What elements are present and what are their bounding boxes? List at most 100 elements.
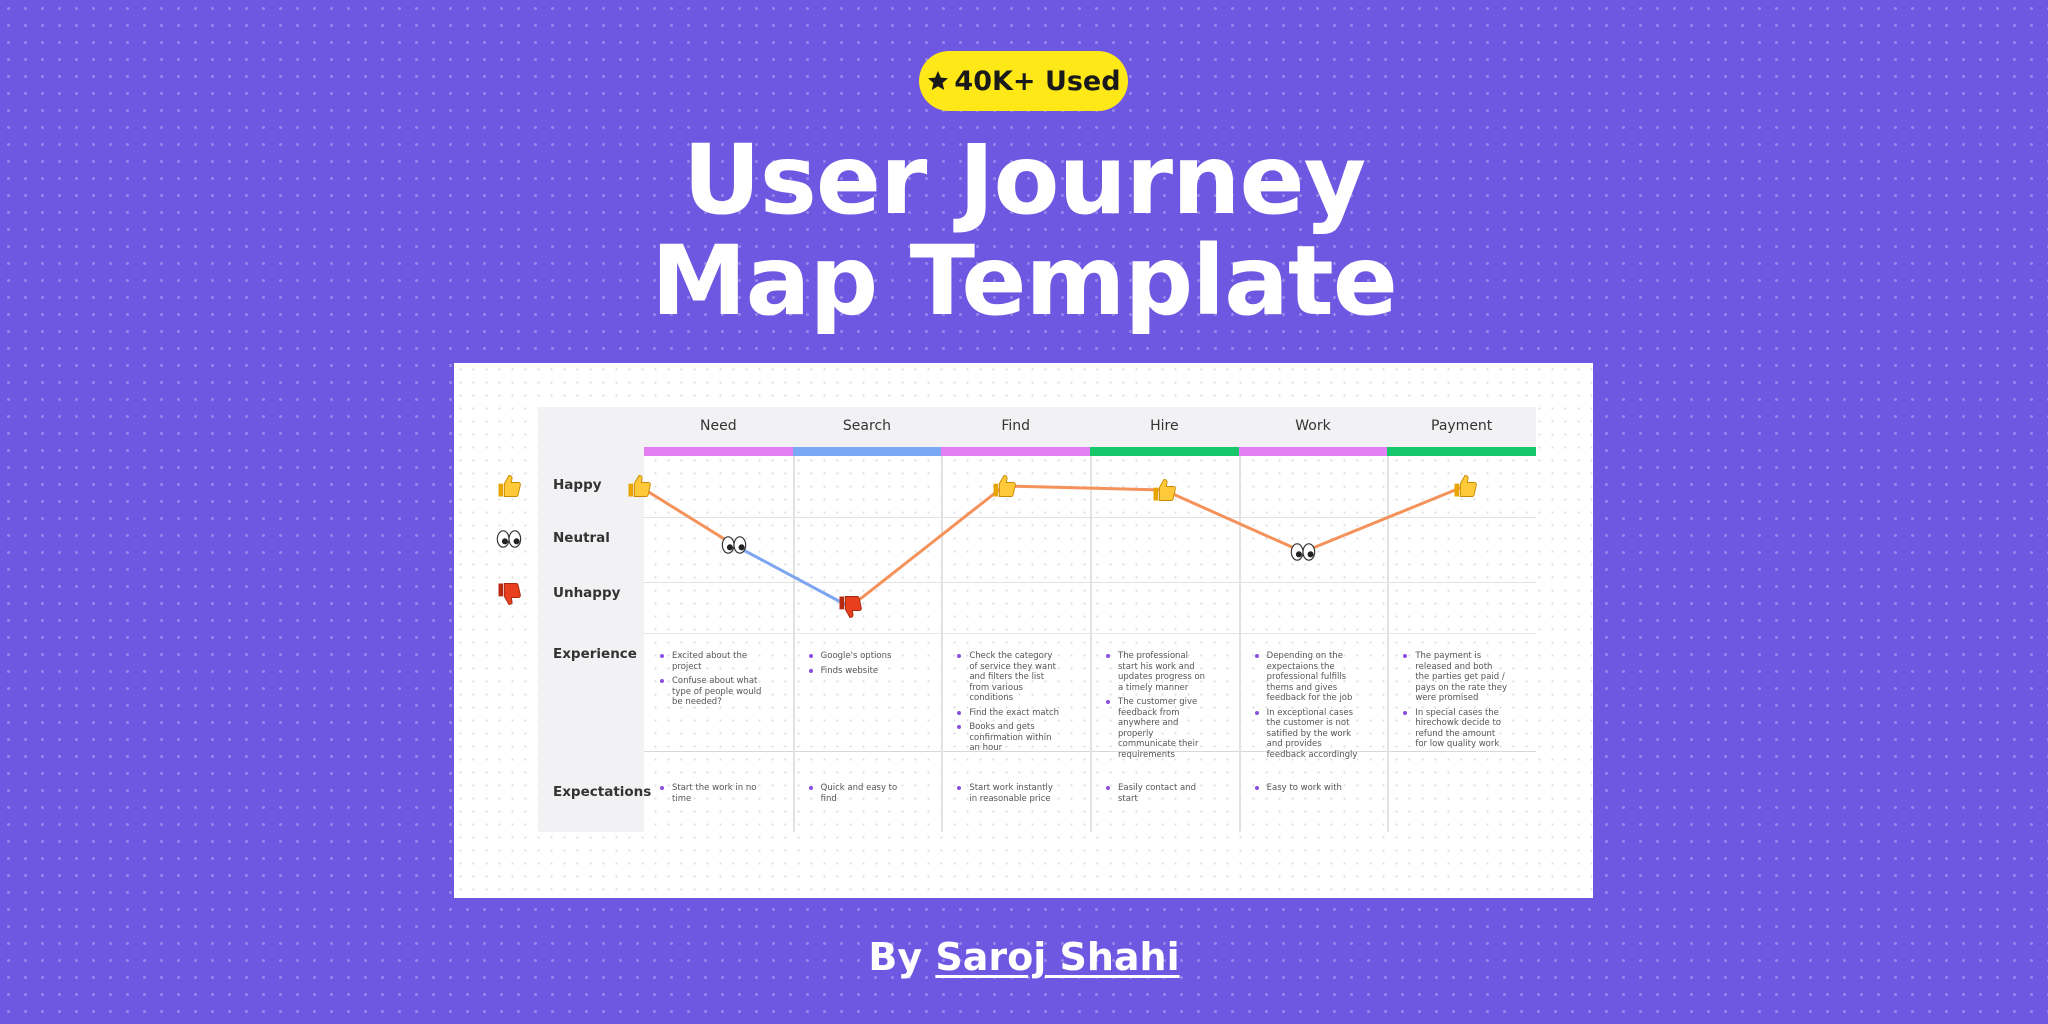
- bullet-text: Start work instantly in reasonable price: [969, 783, 1053, 804]
- bullet-item: In special cases the hirechowk decide to…: [1403, 708, 1507, 750]
- expectations-cell: Start the work in no time: [660, 783, 764, 808]
- bullet-item: Easy to work with: [1254, 783, 1359, 794]
- bullet-item: The customer give feedback from anywhere…: [1106, 697, 1210, 760]
- stage-bar: [1238, 447, 1388, 456]
- bullet-item: Finds website: [808, 665, 913, 677]
- stage-bar: [792, 447, 942, 456]
- bullet-dot: [660, 679, 664, 683]
- bullet-text: Books and gets confirmation within an ho…: [969, 722, 1052, 753]
- experience-cell: The professional start his work and upda…: [1106, 651, 1210, 764]
- bullet-text: In exceptional cases the customer is not…: [1266, 707, 1358, 760]
- bullet-dot: [957, 725, 962, 729]
- stage-name: Need: [700, 418, 737, 434]
- bullet-item: Check the category of service they want …: [957, 651, 1061, 704]
- bullet-item: Start the work in no time: [660, 783, 764, 804]
- stage-name: Hire: [1150, 418, 1179, 434]
- journey-point: [993, 475, 1016, 497]
- mood-label: Happy: [553, 477, 602, 493]
- bullet-text: Easy to work with: [1266, 783, 1342, 793]
- mood-label: Unhappy: [553, 585, 621, 601]
- experience-cell: Check the category of service they want …: [957, 651, 1061, 758]
- column-divider: [792, 456, 795, 832]
- stage-bar: [644, 447, 793, 456]
- journey-line: [848, 484, 1006, 609]
- expectations-cell: Easily contact and start: [1106, 783, 1210, 808]
- bullet-item: Depending on the expectaions the profess…: [1254, 651, 1359, 704]
- bullet-dot: [1106, 786, 1110, 790]
- bullet-text: Excited about the project: [672, 651, 748, 672]
- bullet-dot: [660, 654, 664, 658]
- star-icon: [928, 71, 949, 90]
- neutral-icon: [496, 530, 522, 548]
- bullet-dot: [1403, 654, 1408, 658]
- bullet-dot: [1106, 700, 1110, 704]
- experience-cell: The payment is released and both the par…: [1403, 651, 1507, 754]
- bullet-dot: [1254, 654, 1259, 658]
- journey-point: [1290, 543, 1316, 561]
- journey-point: [628, 475, 651, 497]
- byline-prefix: By: [868, 935, 923, 979]
- bullet-text: Find the exact match: [969, 707, 1060, 718]
- label-column: [538, 407, 644, 832]
- bullet-text: Confuse about what type of people would …: [672, 676, 762, 707]
- journey-point: [721, 536, 747, 554]
- bullet-dot: [1403, 710, 1408, 715]
- stage-name: Find: [1001, 418, 1030, 434]
- stage-name: Payment: [1431, 418, 1493, 434]
- bullet-text: Easily contact and start: [1118, 783, 1196, 804]
- journey-line: [1162, 488, 1305, 554]
- stage-bar: [941, 447, 1090, 456]
- expectations-cell: Start work instantly in reasonable price: [957, 783, 1061, 808]
- badge-text: 40K+ Used: [954, 65, 1121, 97]
- stage-bar: [1387, 447, 1536, 456]
- bullet-item: Quick and easy to find: [808, 783, 913, 804]
- author-link[interactable]: Saroj Shahi: [935, 935, 1180, 979]
- bullet-item: In exceptional cases the customer is not…: [1254, 707, 1359, 761]
- bullet-text: Depending on the expectaions the profess…: [1266, 651, 1353, 703]
- bullet-dot: [957, 654, 962, 658]
- bullet-dot: [957, 786, 962, 790]
- bullet-dot: [660, 786, 664, 790]
- bullet-text: The payment is released and both the par…: [1415, 651, 1507, 703]
- bullet-dot: [808, 654, 813, 658]
- usage-badge: 40K+ Used: [919, 51, 1128, 111]
- journey-point: [1153, 479, 1176, 501]
- journey-line: [1002, 484, 1166, 492]
- title-line: Map Template: [651, 225, 1398, 337]
- bullet-text: The professional start his work and upda…: [1118, 651, 1206, 693]
- bullet-dot: [957, 710, 962, 715]
- mood-label: Neutral: [553, 530, 610, 546]
- byline: By Saroj Shahi: [0, 935, 2048, 979]
- column-divider: [1387, 456, 1390, 832]
- bullet-item: Find the exact match: [957, 708, 1061, 719]
- experience-cell: Excited about the project Confuse about w…: [660, 651, 764, 712]
- journey-line: [637, 484, 736, 547]
- header-row: [644, 407, 1536, 447]
- experience-cell: Google's options Finds website: [808, 651, 913, 680]
- journey-line: [1301, 484, 1467, 554]
- bullet-text: The customer give feedback from anywhere…: [1118, 697, 1199, 760]
- expectations-cell: Easy to work with: [1254, 783, 1359, 798]
- bullet-dot: [808, 786, 813, 790]
- stage-bar: [1090, 447, 1239, 456]
- stage-name: Work: [1295, 418, 1331, 434]
- bullet-dot: [1254, 710, 1259, 715]
- row-label: Expectations: [553, 784, 652, 800]
- bullet-dot: [808, 668, 813, 673]
- journey-point: [839, 596, 862, 618]
- bullet-item: The professional start his work and upda…: [1106, 651, 1210, 693]
- column-divider: [1090, 456, 1092, 832]
- unhappy-icon: [498, 583, 521, 605]
- bullet-item: Books and gets confirmation within an ho…: [957, 722, 1061, 754]
- stage-name: Search: [842, 418, 892, 434]
- journey-line: [732, 543, 852, 609]
- bullet-dot: [1254, 786, 1259, 790]
- experience-cell: Depending on the expectaions the profess…: [1254, 651, 1359, 764]
- column-divider: [941, 456, 944, 832]
- bullet-item: Excited about the project: [660, 651, 764, 672]
- happy-icon: [498, 475, 521, 497]
- bullet-text: Finds website: [820, 665, 879, 676]
- row-label: Experience: [553, 646, 637, 662]
- bullet-text: In special cases the hirechowk decide to…: [1415, 707, 1501, 750]
